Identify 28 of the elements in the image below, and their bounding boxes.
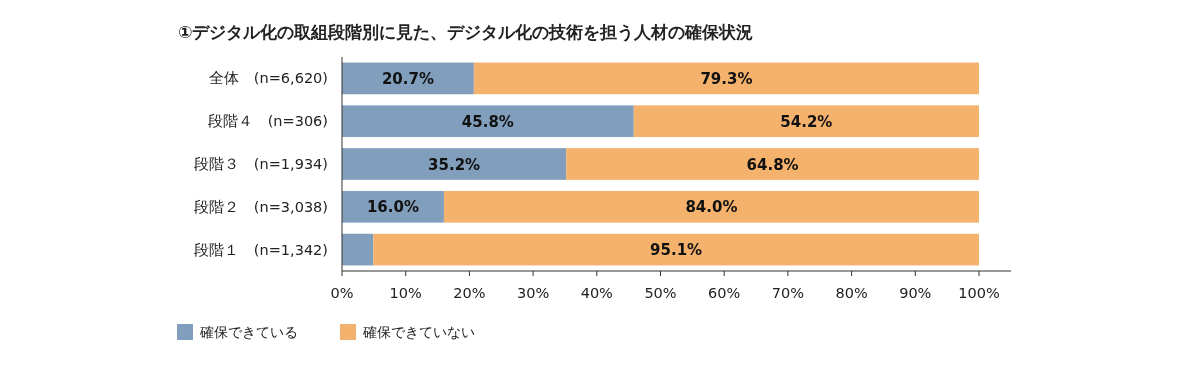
x-tick-label: 80%	[835, 285, 868, 301]
x-tick-label: 70%	[771, 285, 805, 301]
data-label: 95.1%	[650, 241, 703, 260]
data-label: 20.7%	[381, 69, 434, 88]
x-tick-label: 30%	[516, 285, 550, 301]
chart-title: ①デジタル化の取組段階別に見た、デジタル化の技術を担う人材の確保状況	[178, 22, 754, 42]
x-tick-label: 40%	[580, 285, 613, 301]
y-tick-label: 段階４ (n=306)	[207, 113, 328, 130]
x-tick-label: 100%	[958, 285, 1000, 301]
x-tick-label: 60%	[708, 285, 741, 301]
data-label: 84.0%	[685, 198, 738, 217]
legend-label: 確保できている	[199, 324, 298, 340]
y-tick-label: 段階３ (n=1,934)	[193, 156, 328, 172]
x-tick-label: 90%	[899, 285, 932, 301]
data-label: 54.2%	[780, 112, 833, 131]
y-tick-label: 全体 (n=6,620)	[208, 70, 328, 87]
data-label: 64.8%	[746, 155, 799, 174]
legend-label: 確保できていない	[362, 324, 475, 340]
data-label: 35.2%	[428, 155, 481, 174]
x-tick-label: 0%	[330, 285, 354, 301]
y-tick-label: 段階１ (n=1,342)	[193, 241, 328, 258]
x-tick-label: 10%	[389, 285, 422, 301]
x-tick-label: 50%	[644, 285, 677, 301]
data-label: 16.0%	[366, 198, 419, 217]
y-tick-label: 段階２ (n=3,038)	[193, 198, 328, 215]
data-label: 45.8%	[461, 112, 514, 131]
x-tick-label: 20%	[453, 285, 486, 301]
data-label: 79.3%	[700, 69, 753, 88]
